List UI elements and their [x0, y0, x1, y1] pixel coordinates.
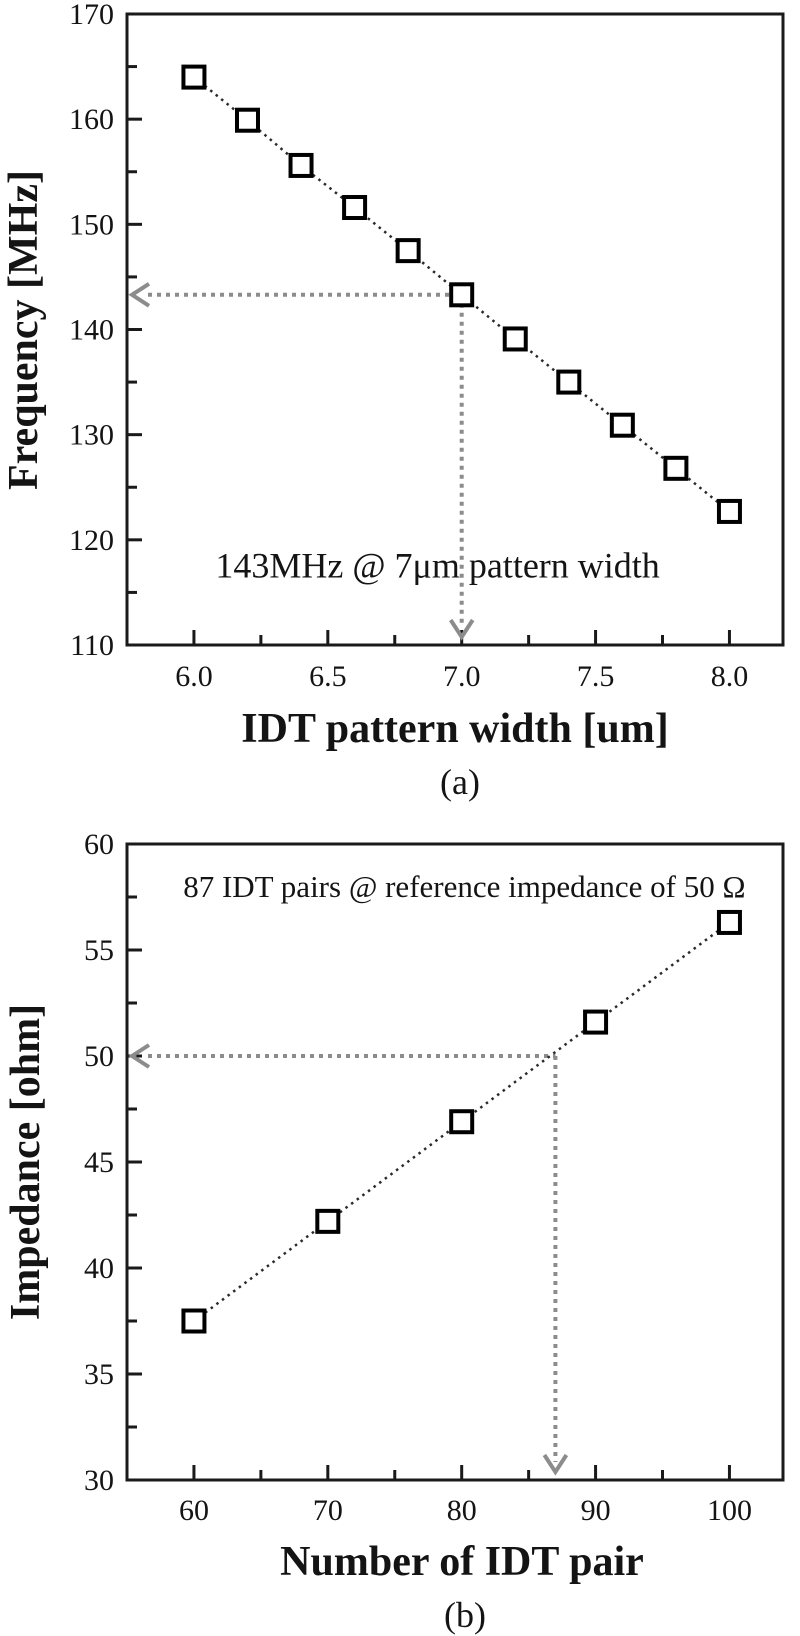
- y-axis-title-a: Frequency [MHz]: [1, 170, 47, 490]
- data-point: [716, 498, 742, 524]
- data-point: [663, 455, 689, 481]
- y-tick-label: 40: [84, 1252, 114, 1285]
- data-point: [288, 152, 314, 178]
- data-point: [181, 64, 207, 90]
- data-point: [181, 1308, 207, 1334]
- x-tick-label: 6.0: [175, 660, 213, 693]
- y-tick-label: 120: [69, 524, 114, 557]
- y-axis-title-b: Impedance [ohm]: [3, 1003, 49, 1321]
- x-axis-title-a: IDT pattern width [um]: [241, 706, 669, 752]
- y-tick-label: 150: [69, 208, 114, 241]
- y-tick-label: 140: [69, 314, 114, 347]
- plot-frame: [125, 12, 785, 647]
- x-tick-label: 8.0: [711, 660, 749, 693]
- data-point: [502, 326, 528, 352]
- arrowhead-down-icon: [542, 1453, 569, 1476]
- plot-frame: [125, 842, 785, 1482]
- chart-b-canvas: 60 70 80 90 100 30 35 40 45 50 55 60 87 IDT pairs @ …: [84, 828, 785, 1527]
- y-tick-label: 55: [84, 934, 114, 967]
- x-tick-label: 100: [707, 1494, 752, 1527]
- annotation-text: 143MHz @ 7μm pattern width: [215, 546, 659, 586]
- x-tick-label: 70: [313, 1494, 343, 1527]
- x-tick-label: 90: [581, 1494, 611, 1527]
- chart-a-canvas: 6.0 6.5 7.0 7.5 8.0 110 120 130 140 150 160 170 143M…: [69, 0, 785, 693]
- caption-a: (a): [440, 762, 480, 802]
- chart-b-impedance-vs-idt-pairs: 60 70 80 90 100 30 35 40 45 50 55 60 87 IDT pairs @ …: [0, 820, 800, 1635]
- y-tick-label: 130: [69, 419, 114, 452]
- annotation-text: 87 IDT pairs @ reference impedance of 50…: [183, 869, 745, 904]
- x-tick-label: 7.5: [577, 660, 615, 693]
- x-tick-label: 7.0: [443, 660, 481, 693]
- data-point: [716, 909, 742, 935]
- data-point: [556, 369, 582, 395]
- arrowhead-down-icon: [449, 618, 475, 641]
- data-point: [342, 195, 368, 221]
- x-tick-label: 60: [179, 1494, 209, 1527]
- data-point: [315, 1208, 341, 1234]
- y-tick-label: 35: [84, 1358, 114, 1391]
- y-tick-label: 60: [84, 828, 114, 861]
- caption-b: (b): [444, 1595, 486, 1635]
- data-point: [234, 107, 260, 133]
- x-axis-title-b: Number of IDT pair: [280, 1539, 644, 1585]
- arrowhead-left-icon: [128, 1043, 151, 1069]
- y-tick-label: 50: [84, 1040, 114, 1073]
- data-point: [449, 1109, 475, 1135]
- data-point: [395, 238, 421, 264]
- y-tick-label: 170: [69, 0, 114, 31]
- data-point: [449, 282, 475, 308]
- x-tick-label: 6.5: [309, 660, 347, 693]
- x-tick-label: 80: [447, 1494, 477, 1527]
- data-point: [583, 1009, 609, 1035]
- data-point: [609, 412, 635, 438]
- chart-a-frequency-vs-pattern-width: 6.0 6.5 7.0 7.5 8.0 110 120 130 140 150 160 170 143M…: [1, 0, 785, 802]
- y-tick-label: 45: [84, 1146, 114, 1179]
- arrowhead-left-icon: [128, 282, 151, 308]
- y-tick-label: 160: [69, 103, 114, 136]
- y-tick-label: 110: [70, 629, 114, 662]
- y-tick-label: 30: [84, 1464, 114, 1497]
